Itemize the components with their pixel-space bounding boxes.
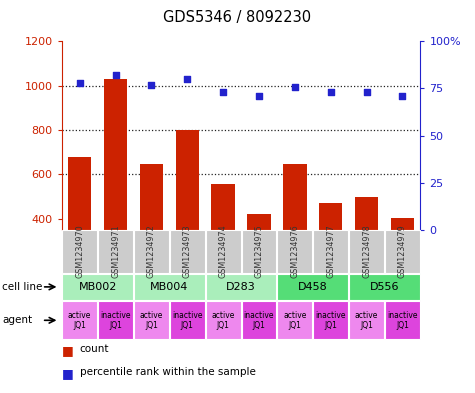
Text: ■: ■ xyxy=(62,367,74,380)
Point xyxy=(183,76,191,82)
Text: GSM1234975: GSM1234975 xyxy=(255,225,264,278)
Text: inactive
JQ1: inactive JQ1 xyxy=(172,310,202,330)
Bar xyxy=(104,79,127,308)
Point xyxy=(112,72,119,78)
Text: D283: D283 xyxy=(226,282,256,292)
Bar xyxy=(247,214,271,308)
Bar xyxy=(140,164,163,308)
Bar xyxy=(391,218,414,308)
Text: agent: agent xyxy=(2,315,32,325)
Bar xyxy=(176,130,199,308)
Text: inactive
JQ1: inactive JQ1 xyxy=(315,310,346,330)
Bar xyxy=(283,164,306,308)
Text: inactive
JQ1: inactive JQ1 xyxy=(387,310,418,330)
Text: active
JQ1: active JQ1 xyxy=(355,310,378,330)
Point xyxy=(219,89,227,95)
Text: GSM1234976: GSM1234976 xyxy=(290,225,299,278)
Bar xyxy=(68,157,91,308)
Text: GSM1234978: GSM1234978 xyxy=(362,225,371,278)
Text: GSM1234972: GSM1234972 xyxy=(147,225,156,278)
Text: active
JQ1: active JQ1 xyxy=(140,310,163,330)
Point xyxy=(76,80,84,86)
Point xyxy=(399,93,406,99)
Point xyxy=(148,81,155,88)
Text: active
JQ1: active JQ1 xyxy=(283,310,306,330)
Bar xyxy=(355,196,378,308)
Text: active
JQ1: active JQ1 xyxy=(211,310,235,330)
Text: inactive
JQ1: inactive JQ1 xyxy=(244,310,274,330)
Text: count: count xyxy=(80,344,109,354)
Text: D556: D556 xyxy=(370,282,399,292)
Text: GSM1234971: GSM1234971 xyxy=(111,225,120,278)
Text: GSM1234979: GSM1234979 xyxy=(398,225,407,278)
Point xyxy=(291,83,299,90)
Text: GSM1234974: GSM1234974 xyxy=(218,225,228,278)
Bar xyxy=(211,184,235,308)
Point xyxy=(327,89,334,95)
Text: MB004: MB004 xyxy=(150,282,189,292)
Point xyxy=(255,93,263,99)
Text: GSM1234970: GSM1234970 xyxy=(75,225,84,278)
Text: ■: ■ xyxy=(62,344,74,357)
Text: percentile rank within the sample: percentile rank within the sample xyxy=(80,367,256,377)
Text: GSM1234977: GSM1234977 xyxy=(326,225,335,278)
Text: GDS5346 / 8092230: GDS5346 / 8092230 xyxy=(163,10,312,25)
Text: cell line: cell line xyxy=(2,282,43,292)
Text: inactive
JQ1: inactive JQ1 xyxy=(100,310,131,330)
Bar xyxy=(319,203,342,308)
Text: active
JQ1: active JQ1 xyxy=(68,310,91,330)
Text: GSM1234973: GSM1234973 xyxy=(183,225,192,278)
Text: MB002: MB002 xyxy=(78,282,117,292)
Point xyxy=(363,89,371,95)
Text: D458: D458 xyxy=(298,282,328,292)
